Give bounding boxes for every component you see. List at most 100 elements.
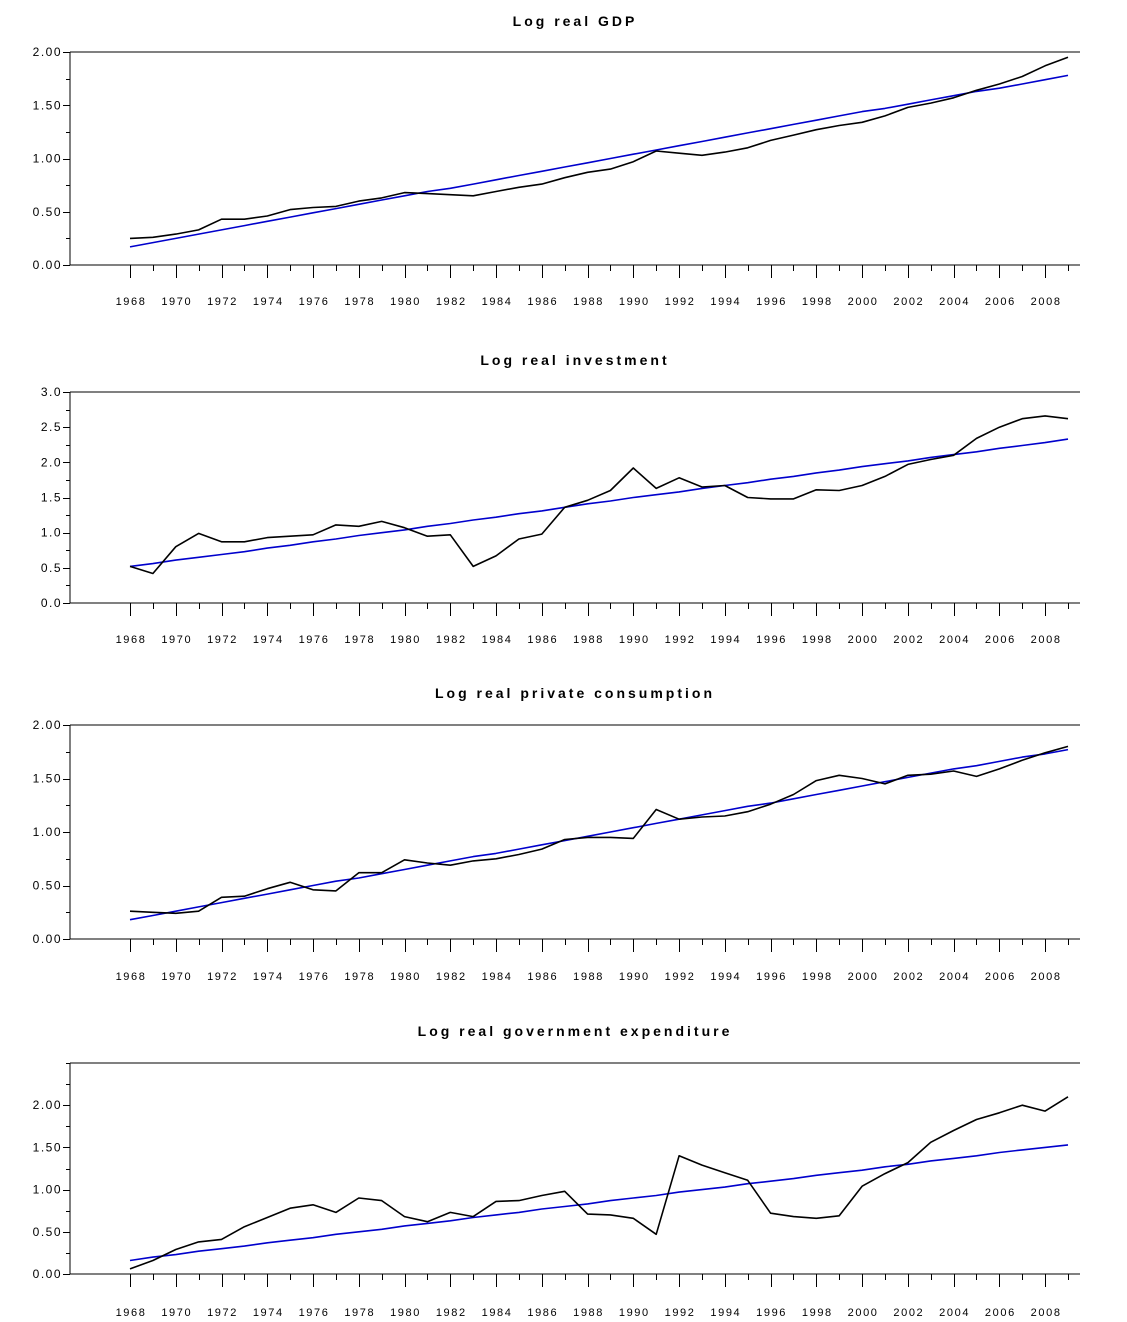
x-tick-label: 2008 (1031, 971, 1062, 983)
y-tick-label: 1.00 (33, 825, 62, 839)
x-tick-label: 1972 (207, 296, 238, 308)
x-tick-label: 1994 (710, 296, 741, 308)
y-tick-label: 0.0 (41, 596, 62, 610)
x-tick-label: 1992 (665, 971, 696, 983)
x-tick-label: 1990 (619, 971, 650, 983)
chart-title: Log real investment (480, 352, 669, 368)
y-tick-label: 0.00 (33, 1267, 62, 1281)
x-tick-label: 2006 (985, 971, 1016, 983)
x-tick-label: 1998 (802, 296, 833, 308)
x-tick-label: 1970 (161, 971, 192, 983)
y-tick-label: 1.00 (33, 1183, 62, 1197)
chart-title: Log real GDP (513, 13, 638, 29)
x-tick-label: 2008 (1031, 634, 1062, 646)
x-tick-label: 1990 (619, 634, 650, 646)
series-line-trend (129, 74, 1069, 248)
chart-panel-1: Log real GDP 0.00 0.50 1.00 1.50 2.00 1968 1970… (33, 13, 1080, 308)
y-tick-label: 2.00 (33, 45, 62, 59)
x-tick-label: 1986 (527, 971, 558, 983)
series-line-actual (129, 745, 1069, 915)
series-line-trend (129, 1144, 1069, 1262)
x-tick-label: 1994 (710, 634, 741, 646)
x-tick-label: 1988 (573, 296, 604, 308)
x-tick-label: 1980 (390, 296, 421, 308)
x-tick-label: 1998 (802, 1307, 833, 1319)
x-tick-label: 1980 (390, 971, 421, 983)
x-tick-label: 1968 (116, 971, 147, 983)
x-tick-label: 1990 (619, 1307, 650, 1319)
x-tick-label: 1968 (116, 1307, 147, 1319)
y-tick-label: 0.00 (33, 932, 62, 946)
series-line-actual (129, 415, 1069, 575)
x-tick-label: 1974 (253, 971, 284, 983)
y-tick-label: 0.50 (33, 879, 62, 893)
x-tick-label: 1994 (710, 971, 741, 983)
x-tick-label: 2004 (939, 296, 970, 308)
x-tick-label: 1984 (482, 971, 513, 983)
y-tick-label: 2.00 (33, 1098, 62, 1112)
x-tick-label: 1974 (253, 1307, 284, 1319)
x-tick-label: 1978 (344, 971, 375, 983)
x-tick-label: 2004 (939, 1307, 970, 1319)
x-tick-label: 1974 (253, 634, 284, 646)
y-tick-label: 1.00 (33, 152, 62, 166)
x-tick-label: 1976 (299, 296, 330, 308)
x-tick-label: 1978 (344, 296, 375, 308)
x-tick-label: 2006 (985, 296, 1016, 308)
series-line-trend (129, 438, 1069, 568)
y-tick-label: 0.50 (33, 1225, 62, 1239)
x-tick-label: 1972 (207, 971, 238, 983)
x-tick-label: 2002 (893, 634, 924, 646)
x-tick-label: 1992 (665, 634, 696, 646)
x-tick-label: 1974 (253, 296, 284, 308)
x-tick-label: 2000 (848, 634, 879, 646)
x-tick-label: 1996 (756, 971, 787, 983)
x-tick-label: 1972 (207, 634, 238, 646)
x-tick-label: 1996 (756, 634, 787, 646)
chart-panel-2: Log real investment 0.0 0.5 1.0 1.5 2.0 2.5 3.0… (41, 352, 1080, 646)
chart-title: Log real government expenditure (418, 1023, 733, 1039)
y-tick-label: 3.0 (41, 385, 62, 399)
x-tick-label: 1982 (436, 1307, 467, 1319)
x-tick-label: 1984 (482, 634, 513, 646)
x-tick-label: 1988 (573, 1307, 604, 1319)
x-tick-label: 1994 (710, 1307, 741, 1319)
x-tick-label: 1980 (390, 1307, 421, 1319)
x-tick-label: 1972 (207, 1307, 238, 1319)
x-tick-label: 2004 (939, 634, 970, 646)
x-tick-label: 1980 (390, 634, 421, 646)
x-tick-label: 1998 (802, 971, 833, 983)
x-tick-label: 1984 (482, 296, 513, 308)
x-tick-label: 1988 (573, 971, 604, 983)
x-tick-label: 1970 (161, 296, 192, 308)
x-tick-label: 2002 (893, 1307, 924, 1319)
chart-panel-3: Log real private consumption 0.00 0.50 1.00… (33, 685, 1080, 983)
x-tick-label: 1978 (344, 634, 375, 646)
x-tick-label: 2006 (985, 1307, 1016, 1319)
y-tick-label: 0.00 (33, 258, 62, 272)
y-tick-label: 1.5 (41, 491, 62, 505)
x-tick-label: 2000 (848, 1307, 879, 1319)
x-tick-label: 1990 (619, 296, 650, 308)
x-tick-label: 2008 (1031, 296, 1062, 308)
x-tick-label: 2002 (893, 971, 924, 983)
x-tick-label: 1982 (436, 296, 467, 308)
y-tick-label: 1.50 (33, 772, 62, 786)
x-tick-label: 1986 (527, 1307, 558, 1319)
x-tick-label: 1992 (665, 296, 696, 308)
x-tick-label: 1996 (756, 296, 787, 308)
x-tick-label: 1976 (299, 971, 330, 983)
y-tick-label: 1.50 (33, 98, 62, 112)
y-tick-label: 0.5 (41, 561, 62, 575)
x-tick-label: 2000 (848, 296, 879, 308)
x-tick-label: 1996 (756, 1307, 787, 1319)
x-tick-label: 1982 (436, 971, 467, 983)
x-tick-label: 1978 (344, 1307, 375, 1319)
y-tick-label: 1.0 (41, 526, 62, 540)
x-tick-label: 1968 (116, 296, 147, 308)
x-tick-label: 1976 (299, 634, 330, 646)
x-tick-label: 2002 (893, 296, 924, 308)
series-line-actual (129, 1096, 1069, 1270)
series-line-trend (129, 748, 1069, 921)
